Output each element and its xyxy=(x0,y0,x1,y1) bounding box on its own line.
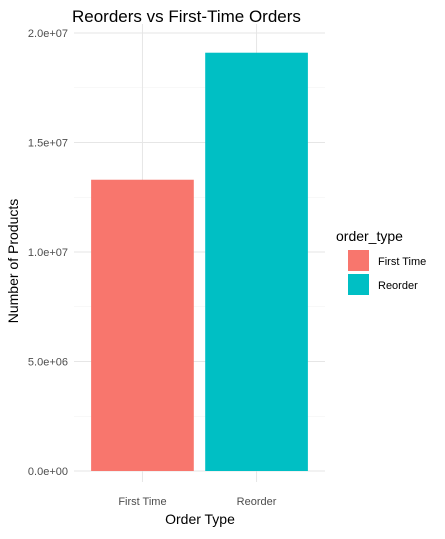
bar-reorder xyxy=(205,52,308,472)
legend-swatch-reorder xyxy=(348,274,369,295)
bar-first-time xyxy=(91,179,194,472)
y-tick-label: 1.5e+07 xyxy=(28,138,68,150)
x-tick-label: Reorder xyxy=(237,496,277,508)
legend-label: Reorder xyxy=(378,280,418,292)
y-tick-label: 0.0e+00 xyxy=(28,466,68,478)
x-tick-label: First Time xyxy=(118,496,166,508)
y-tick-label: 5.0e+06 xyxy=(28,357,68,369)
y-tick-labels: 0.0e+00 5.0e+06 1.0e+07 1.5e+07 2.0e+07 xyxy=(28,28,68,478)
y-tick-label: 2.0e+07 xyxy=(28,28,68,40)
x-axis-label: Order Type xyxy=(165,511,235,527)
legend-swatch-first-time xyxy=(348,250,369,271)
legend: order_type First Time Reorder xyxy=(336,228,426,295)
chart-title: Reorders vs First-Time Orders xyxy=(72,7,301,26)
legend-label: First Time xyxy=(378,256,426,268)
y-axis-label: Number of Products xyxy=(5,199,21,324)
bars xyxy=(91,52,308,472)
y-tick-label: 1.0e+07 xyxy=(28,247,68,259)
x-tick-labels: First Time Reorder xyxy=(118,496,276,508)
legend-title: order_type xyxy=(336,228,403,244)
legend-entries: First Time Reorder xyxy=(348,250,426,295)
